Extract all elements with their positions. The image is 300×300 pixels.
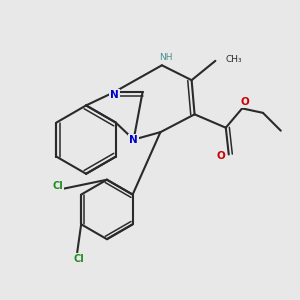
Text: N: N [129,135,138,145]
Text: O: O [241,98,250,107]
Text: O: O [217,151,226,161]
Text: Cl: Cl [52,181,63,191]
Text: Cl: Cl [73,254,84,264]
Text: CH₃: CH₃ [226,55,242,64]
Text: N: N [110,90,119,100]
Text: NH: NH [160,53,173,62]
